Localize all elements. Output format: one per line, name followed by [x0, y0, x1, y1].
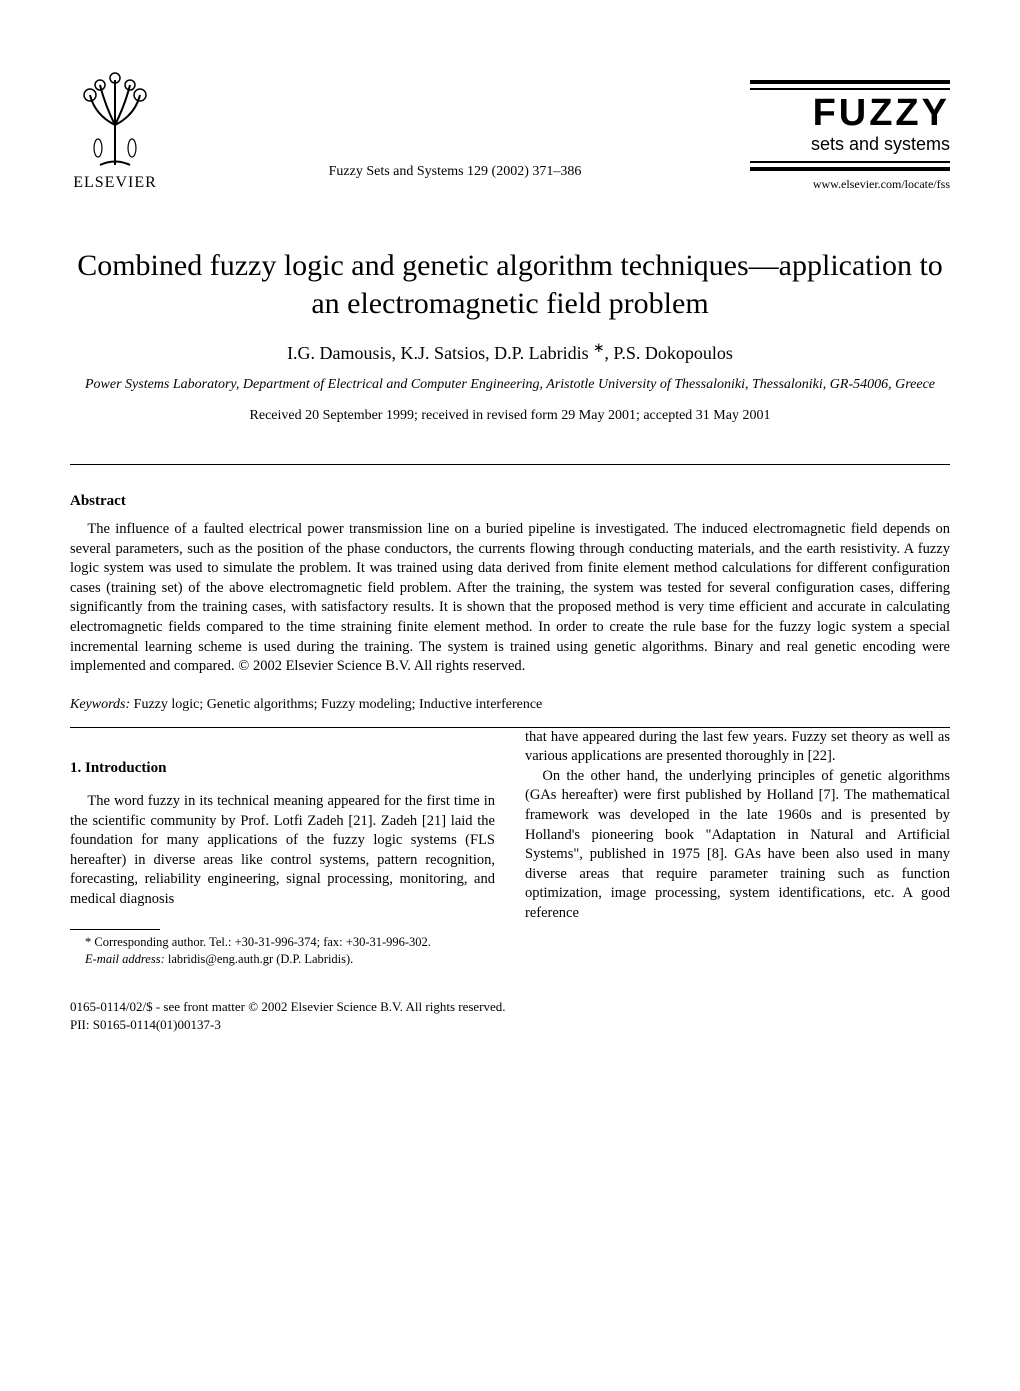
- keywords-text: Fuzzy logic; Genetic algorithms; Fuzzy m…: [130, 697, 542, 712]
- keywords: Keywords: Fuzzy logic; Genetic algorithm…: [70, 697, 950, 713]
- elsevier-tree-icon: [70, 70, 160, 170]
- journal-logo-top: FUZZY: [813, 94, 950, 132]
- body-columns: 1. Introduction The word fuzzy in its te…: [70, 728, 950, 968]
- copyright-line: 0165-0114/02/$ - see front matter © 2002…: [70, 998, 950, 1016]
- left-column-block: 1. Introduction The word fuzzy in its te…: [70, 758, 495, 968]
- section-1-heading: 1. Introduction: [70, 758, 495, 778]
- publisher-name: ELSEVIER: [73, 174, 157, 192]
- intro-paragraph-right-2: On the other hand, the underlying princi…: [525, 767, 950, 924]
- journal-bars-top: [750, 80, 950, 90]
- footer-info: 0165-0114/02/$ - see front matter © 2002…: [70, 998, 950, 1033]
- divider-top: [70, 464, 950, 465]
- email-value: labridis@eng.auth.gr (D.P. Labridis).: [165, 952, 354, 966]
- article-received: Received 20 September 1999; received in …: [70, 408, 950, 424]
- pii-line: PII: S0165-0114(01)00137-3: [70, 1016, 950, 1034]
- intro-paragraph-left: The word fuzzy in its technical meaning …: [70, 792, 495, 909]
- journal-bars-bottom: [750, 161, 950, 171]
- journal-logo-bottom: sets and systems: [811, 134, 950, 155]
- header-row: ELSEVIER Fuzzy Sets and Systems 129 (200…: [70, 70, 950, 192]
- article-authors: I.G. Damousis, K.J. Satsios, D.P. Labrid…: [70, 340, 950, 364]
- intro-paragraph-right-1: that have appeared during the last few y…: [525, 728, 950, 767]
- elsevier-logo: ELSEVIER: [70, 70, 160, 192]
- abstract-text: The influence of a faulted electrical po…: [70, 520, 950, 677]
- email-label: E-mail address:: [85, 952, 165, 966]
- authors-text: I.G. Damousis, K.J. Satsios, D.P. Labrid…: [287, 343, 733, 363]
- article-affiliation: Power Systems Laboratory, Department of …: [70, 376, 950, 394]
- article-title: Combined fuzzy logic and genetic algorit…: [70, 247, 950, 322]
- keywords-label: Keywords:: [70, 697, 130, 712]
- email-footnote: E-mail address: labridis@eng.auth.gr (D.…: [70, 951, 495, 968]
- journal-logo-block: FUZZY sets and systems www.elsevier.com/…: [750, 80, 950, 192]
- corresponding-author-footnote: * Corresponding author. Tel.: +30-31-996…: [70, 934, 495, 951]
- footnotes-block: * Corresponding author. Tel.: +30-31-996…: [70, 929, 495, 968]
- journal-reference: Fuzzy Sets and Systems 129 (2002) 371–38…: [160, 164, 750, 192]
- abstract-heading: Abstract: [70, 493, 950, 510]
- journal-url: www.elsevier.com/locate/fss: [750, 177, 950, 192]
- footnote-rule: [70, 929, 160, 930]
- right-column-block: that have appeared during the last few y…: [525, 728, 950, 924]
